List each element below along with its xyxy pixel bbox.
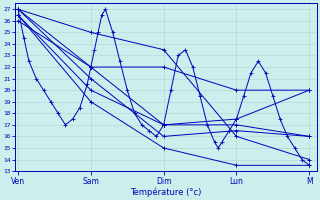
X-axis label: Température (°c): Température (°c) xyxy=(130,187,202,197)
